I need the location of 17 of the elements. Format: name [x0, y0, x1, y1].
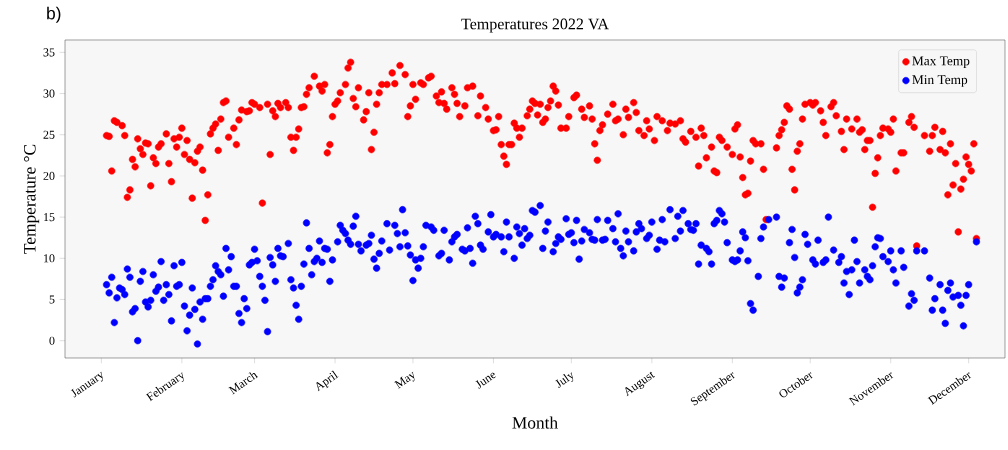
x-tick-label: July [555, 372, 574, 388]
y-tick-label: 25 [43, 130, 55, 139]
x-tick-label: May [394, 371, 415, 389]
x-tick-label: June [475, 372, 497, 389]
y-tick-label: 30 [43, 89, 55, 98]
legend-label: Max Temp [912, 56, 970, 69]
text: b) [47, 6, 61, 23]
y-tick-label: 5 [49, 295, 55, 304]
y-tick-label: 0 [49, 336, 55, 345]
y-axis-title: Temperature °C [23, 144, 40, 254]
x-axis-title: Month [512, 416, 558, 429]
chart-title: Temperatures 2022 VA [461, 18, 609, 33]
y-tick-label: 10 [44, 254, 55, 263]
y-tick-label: 15 [44, 213, 55, 222]
y-tick-label: 35 [43, 48, 55, 57]
legend-label: Min Temp [912, 75, 968, 87]
y-tick-label: 20 [43, 171, 55, 180]
